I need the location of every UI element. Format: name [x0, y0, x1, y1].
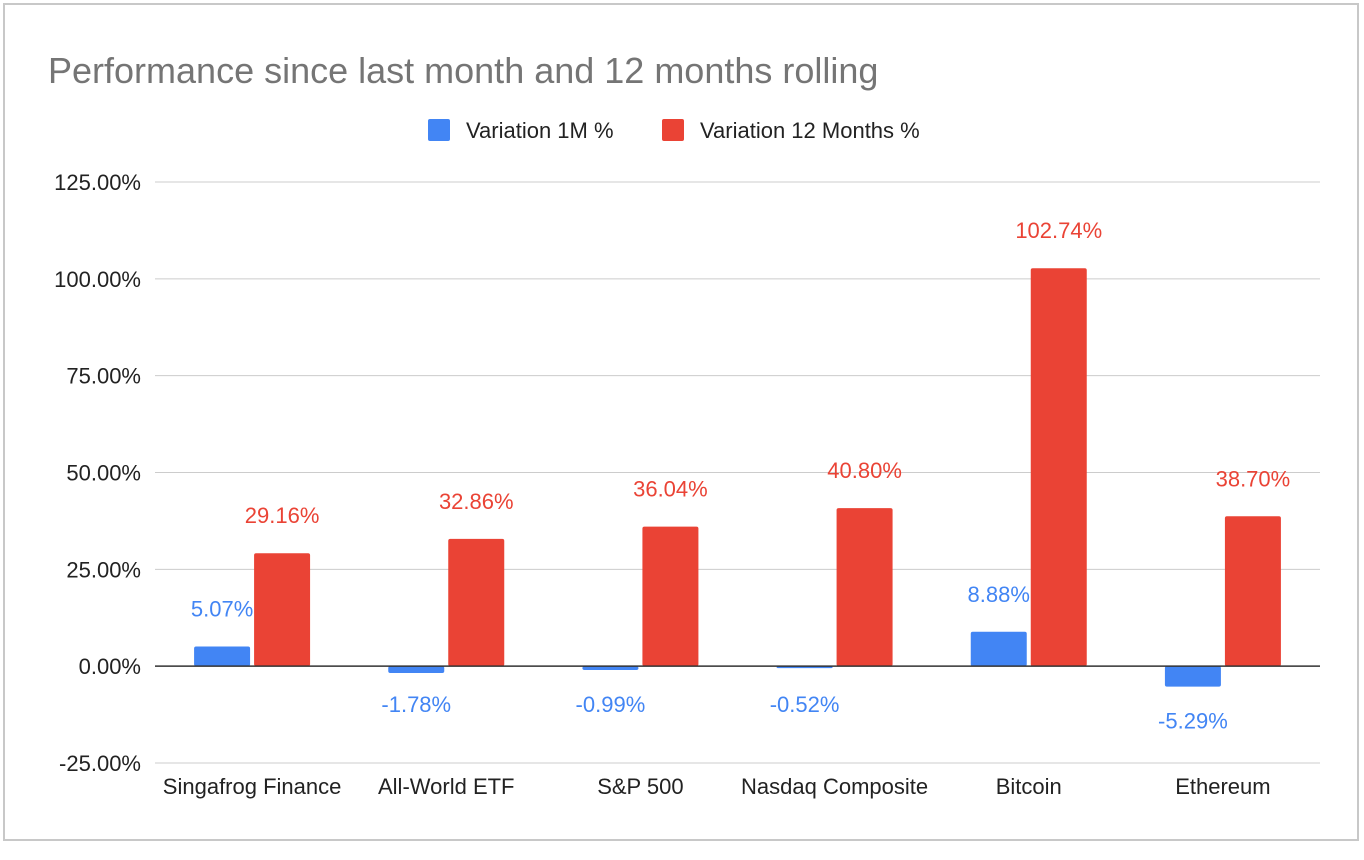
chart-frame: Performance since last month and 12 mont…: [3, 3, 1359, 841]
bar-series-1-0: [194, 646, 251, 667]
legend-swatch-series-2: [662, 119, 684, 141]
bar-series-1-4: [970, 631, 1027, 667]
data-labels: 5.07% 29.16% -1.78% 32.86% -0.99% 36.04% -0.52…: [191, 218, 1290, 733]
legend-swatch-series-1: [428, 119, 450, 141]
data-label-series-2-4: 102.74%: [1015, 218, 1102, 243]
bar-chart: Performance since last month and 12 mont…: [48, 50, 1320, 799]
x-category-label: Nasdaq Composite: [741, 774, 928, 799]
y-axis-ticks: 125.00% 100.00% 75.00% 50.00% 25.00% 0.00% -25…: [54, 170, 141, 776]
y-tick-label: 100.00%: [54, 267, 141, 292]
data-label-series-2-3: 40.80%: [827, 458, 902, 483]
gridlines: [155, 181, 1320, 764]
x-category-label: Ethereum: [1175, 774, 1270, 799]
data-label-series-1-1: -1.78%: [381, 692, 451, 717]
data-label-series-1-2: -0.99%: [576, 692, 646, 717]
bars: [194, 268, 1281, 687]
bar-series-2-0: [254, 553, 311, 667]
data-label-series-2-2: 36.04%: [633, 477, 708, 502]
bar-series-2-4: [1030, 268, 1087, 667]
x-category-label: Singafrog Finance: [163, 774, 342, 799]
data-label-series-1-4: 8.88%: [968, 582, 1030, 607]
legend-label-series-1: Variation 1M %: [466, 118, 614, 143]
bar-series-2-5: [1224, 516, 1281, 667]
legend: Variation 1M % Variation 12 Months %: [428, 118, 920, 143]
bar-series-1-5: [1164, 666, 1221, 687]
x-category-label: All-World ETF: [378, 774, 515, 799]
data-label-series-1-3: -0.52%: [770, 692, 840, 717]
bar-series-1-2: [582, 666, 639, 671]
bar-series-1-1: [388, 666, 445, 674]
y-tick-label: 0.00%: [79, 654, 141, 679]
chart-title: Performance since last month and 12 mont…: [48, 50, 878, 91]
y-tick-label: -25.00%: [59, 751, 141, 776]
bar-series-2-1: [448, 538, 505, 667]
x-category-label: Bitcoin: [996, 774, 1062, 799]
y-tick-label: 50.00%: [66, 461, 141, 486]
y-tick-label: 75.00%: [66, 364, 141, 389]
bar-series-2-2: [642, 526, 699, 667]
bar-series-2-3: [836, 508, 893, 667]
x-category-label: S&P 500: [597, 774, 683, 799]
data-label-series-2-0: 29.16%: [245, 503, 320, 528]
data-label-series-1-0: 5.07%: [191, 597, 253, 622]
data-label-series-2-1: 32.86%: [439, 489, 514, 514]
y-tick-label: 125.00%: [54, 170, 141, 195]
legend-label-series-2: Variation 12 Months %: [700, 118, 920, 143]
data-label-series-1-5: -5.29%: [1158, 709, 1228, 734]
x-axis-categories: Singafrog Finance All-World ETF S&P 500 Nas…: [163, 774, 1271, 799]
data-label-series-2-5: 38.70%: [1216, 466, 1291, 491]
y-tick-label: 25.00%: [66, 557, 141, 582]
